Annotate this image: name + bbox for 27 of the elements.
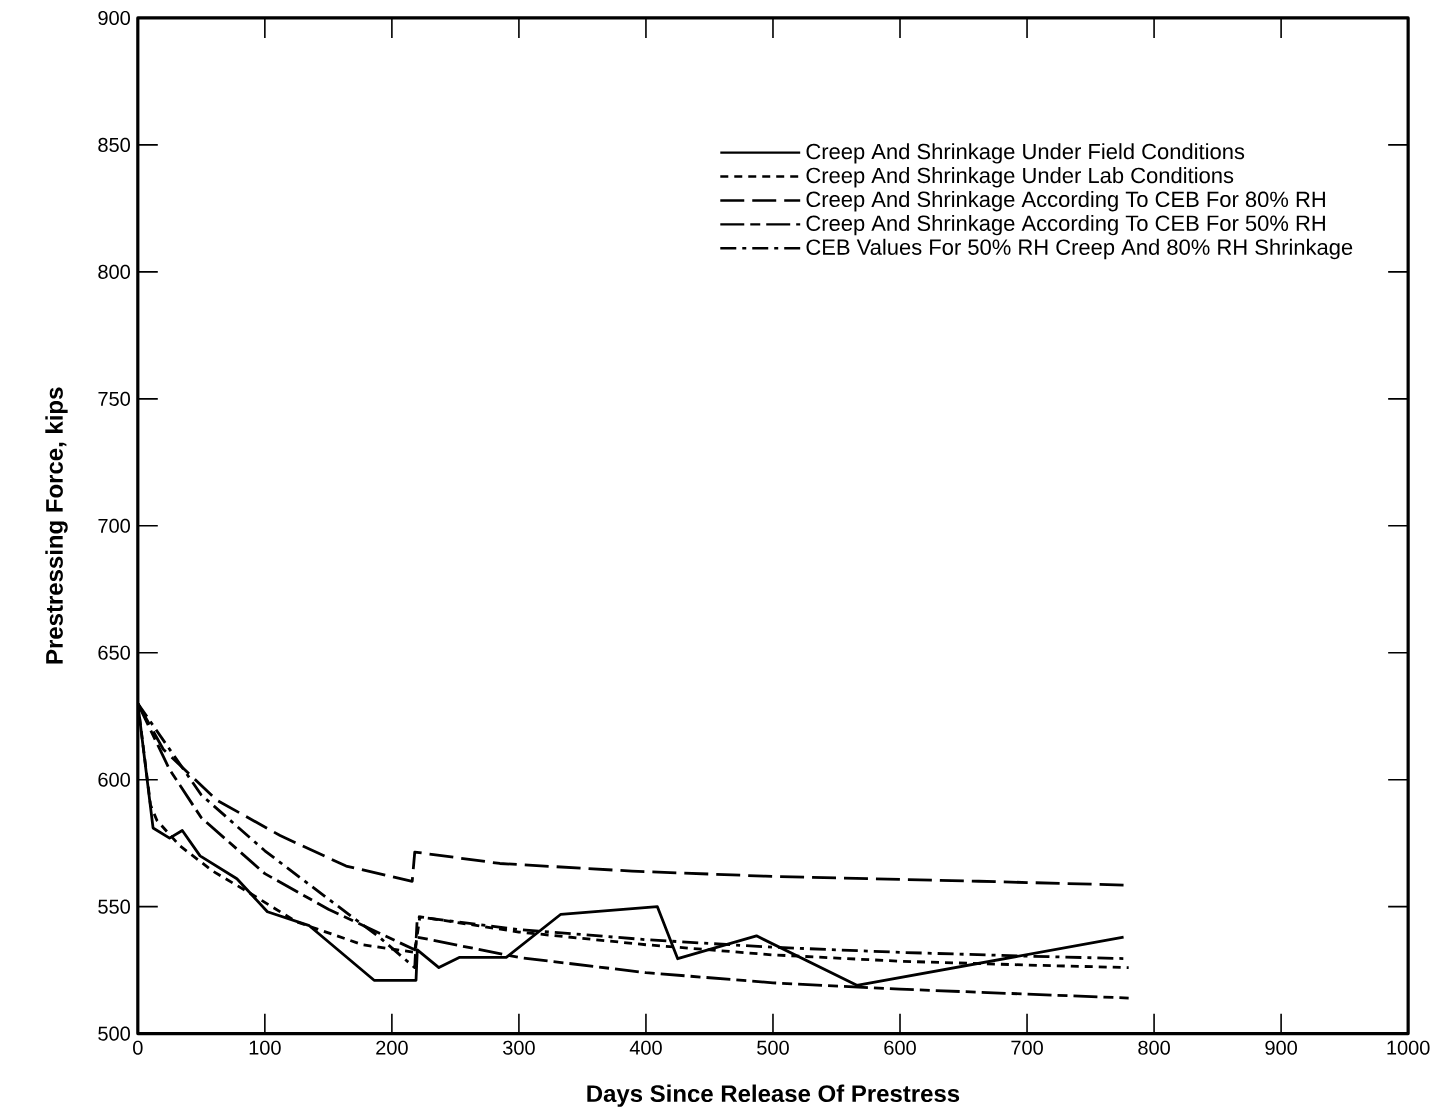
x-tick-label: 0 <box>133 1040 143 1056</box>
y-axis-title: Prestressing Force, kips <box>45 387 68 664</box>
x-tick-label: 1000 <box>1387 1040 1430 1056</box>
y-tick-label: 850 <box>98 138 130 153</box>
y-tick-label: 750 <box>98 392 130 407</box>
x-tick-label: 800 <box>1138 1040 1170 1056</box>
x-tick-label: 600 <box>884 1040 916 1056</box>
legend-label: Creep And Shrinkage Under Lab Conditions <box>806 167 1234 188</box>
y-tick-label: 650 <box>98 645 130 661</box>
x-tick-label: 700 <box>1011 1040 1043 1056</box>
legend-label: Creep And Shrinkage Under Field Conditions <box>806 143 1245 164</box>
x-tick-label: 300 <box>503 1040 535 1056</box>
y-tick-label: 800 <box>98 265 130 280</box>
x-axis-title: Days Since Release Of Prestress <box>587 1084 960 1108</box>
x-tick-label: 500 <box>757 1040 789 1056</box>
x-tick-label: 200 <box>376 1040 408 1056</box>
x-tick-label: 100 <box>249 1040 281 1056</box>
legend-label: Creep And Shrinkage According To CEB For 50% RH <box>806 215 1325 236</box>
x-tick-label: 900 <box>1265 1040 1297 1056</box>
y-tick-label: 600 <box>98 772 130 788</box>
y-tick-label: 500 <box>98 1026 130 1041</box>
y-tick-label: 550 <box>98 899 130 914</box>
y-tick-label: 700 <box>98 518 130 534</box>
x-tick-label: 400 <box>629 1040 662 1056</box>
y-tick-label: 900 <box>98 11 130 26</box>
legend-label: Creep And Shrinkage According To CEB For 80% RH <box>806 191 1325 212</box>
legend-label: CEB Values For 50% RH Creep And 80% RH Shrinkage <box>806 239 1353 260</box>
